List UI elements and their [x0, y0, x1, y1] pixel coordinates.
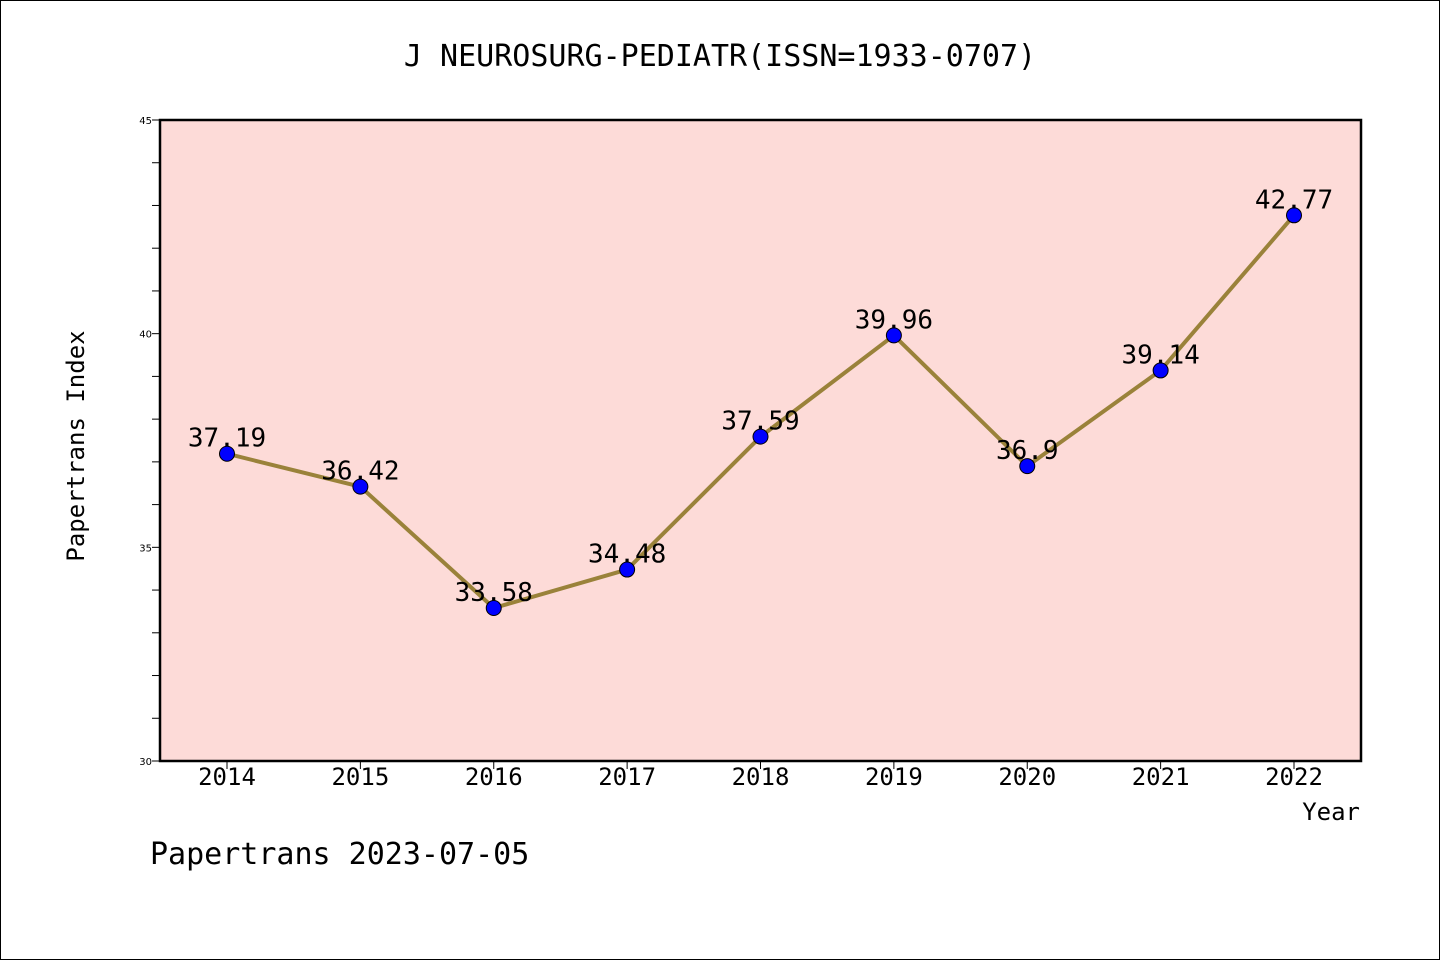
- x-tick-label: 2017: [598, 763, 656, 791]
- data-label: 42.77: [1255, 185, 1333, 215]
- data-point: [219, 445, 235, 462]
- x-tick-label: 2016: [465, 763, 523, 791]
- y-tick-label: 40: [139, 330, 152, 341]
- y-tick-label: 35: [139, 543, 152, 554]
- x-axis-label: Year: [1302, 798, 1360, 826]
- plot-area: [158, 118, 1363, 763]
- data-point: [619, 561, 636, 578]
- x-tick-label: 2020: [998, 763, 1056, 791]
- data-label: 37.59: [721, 407, 799, 437]
- data-point: [1286, 207, 1302, 224]
- y-axis-label: Papertrans Index: [62, 330, 90, 561]
- data-label: 37.19: [188, 424, 266, 454]
- data-point: [752, 428, 769, 445]
- data-point: [352, 478, 369, 495]
- x-tick-label: 2014: [198, 763, 256, 791]
- data-point: [485, 600, 502, 617]
- x-tick-label: 2018: [732, 763, 790, 791]
- data-point: [885, 327, 902, 344]
- series-markers: [219, 207, 1302, 617]
- data-point: [1019, 458, 1036, 475]
- data-label: 39.96: [855, 305, 933, 335]
- x-tick-label: 2019: [865, 763, 923, 791]
- x-tick-label: 2015: [331, 763, 389, 791]
- y-axis: 30 35 40 45: [139, 116, 160, 768]
- x-axis: 2014 2015 2016 2017 2018 2019 2020 2021 2022: [198, 761, 1323, 791]
- y-tick-label: 30: [139, 757, 152, 768]
- chart-title: J NEUROSURG-PEDIATR(ISSN=1933-0707): [404, 39, 1036, 74]
- data-point: [1152, 362, 1169, 379]
- data-label: 36.9: [996, 436, 1059, 466]
- x-tick-label: 2021: [1132, 763, 1190, 791]
- data-label: 33.58: [455, 578, 533, 608]
- x-tick-label: 2022: [1265, 763, 1323, 791]
- data-label: 34.48: [588, 540, 666, 570]
- data-label: 39.14: [1121, 340, 1199, 370]
- data-label: 36.42: [321, 457, 399, 487]
- y-tick-label: 45: [139, 116, 152, 127]
- data-labels: 37.19 36.42 33.58 34.48 37.59 39.96 36.9 39.14 4…: [188, 185, 1333, 608]
- footer-date-label: Papertrans 2023-07-05: [150, 837, 529, 872]
